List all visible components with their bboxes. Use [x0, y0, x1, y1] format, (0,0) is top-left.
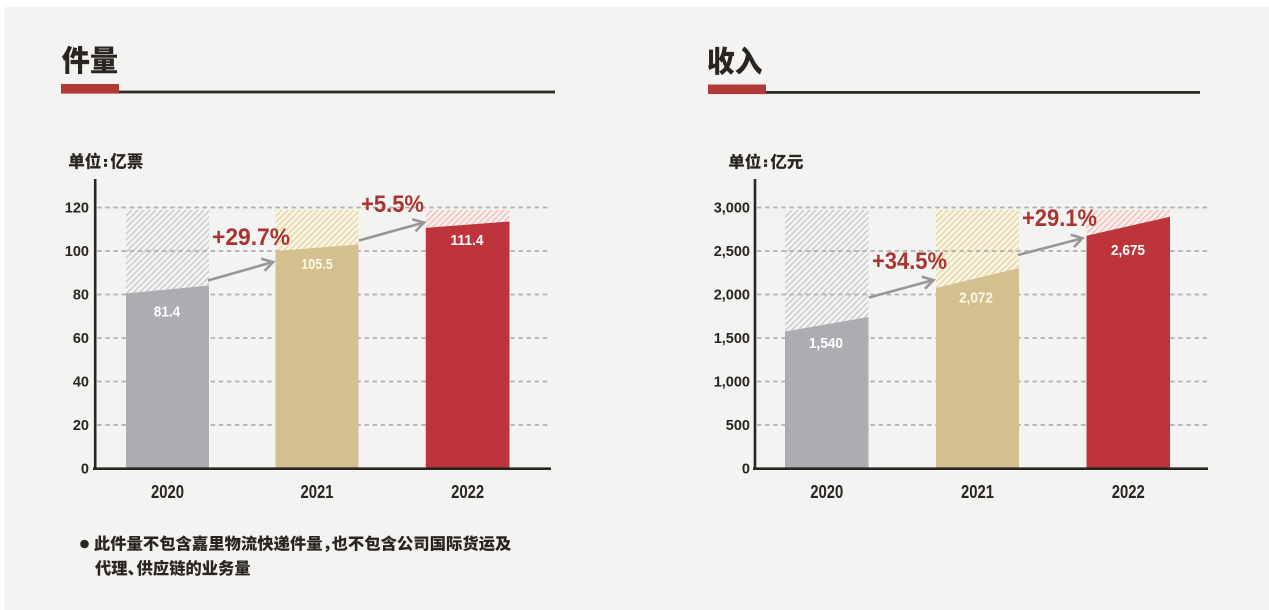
- svg-text:20: 20: [73, 418, 89, 434]
- svg-text:+29.1%: +29.1%: [1022, 205, 1097, 232]
- svg-text:100: 100: [65, 244, 89, 260]
- svg-text:105.5: 105.5: [301, 256, 333, 273]
- svg-text:2,000: 2,000: [714, 288, 750, 304]
- svg-text:81.4: 81.4: [154, 304, 181, 321]
- svg-text:2,675: 2,675: [1111, 242, 1145, 259]
- svg-text:60: 60: [73, 331, 89, 347]
- svg-text:0: 0: [742, 462, 750, 478]
- svg-text:+34.5%: +34.5%: [872, 248, 947, 275]
- svg-text:+5.5%: +5.5%: [361, 191, 424, 218]
- svg-text:500: 500: [726, 418, 750, 434]
- svg-text:111.4: 111.4: [451, 232, 485, 249]
- svg-text:3,000: 3,000: [714, 201, 750, 217]
- svg-text:2022: 2022: [451, 482, 484, 502]
- svg-text:2021: 2021: [961, 482, 994, 502]
- svg-text:2,500: 2,500: [714, 244, 750, 260]
- svg-text:40: 40: [73, 375, 89, 391]
- svg-text:2022: 2022: [1112, 482, 1145, 502]
- svg-text:2020: 2020: [151, 482, 184, 502]
- svg-text:120: 120: [65, 201, 89, 217]
- svg-text:1,500: 1,500: [714, 331, 750, 347]
- svg-text:2020: 2020: [810, 482, 843, 502]
- svg-text:1,000: 1,000: [714, 375, 750, 391]
- svg-text:+29.7%: +29.7%: [212, 224, 290, 251]
- svg-text:2,072: 2,072: [959, 290, 993, 307]
- svg-text:0: 0: [81, 462, 89, 478]
- svg-text:2021: 2021: [301, 482, 334, 502]
- svg-text:1,540: 1,540: [809, 335, 843, 352]
- svg-text:80: 80: [73, 288, 89, 304]
